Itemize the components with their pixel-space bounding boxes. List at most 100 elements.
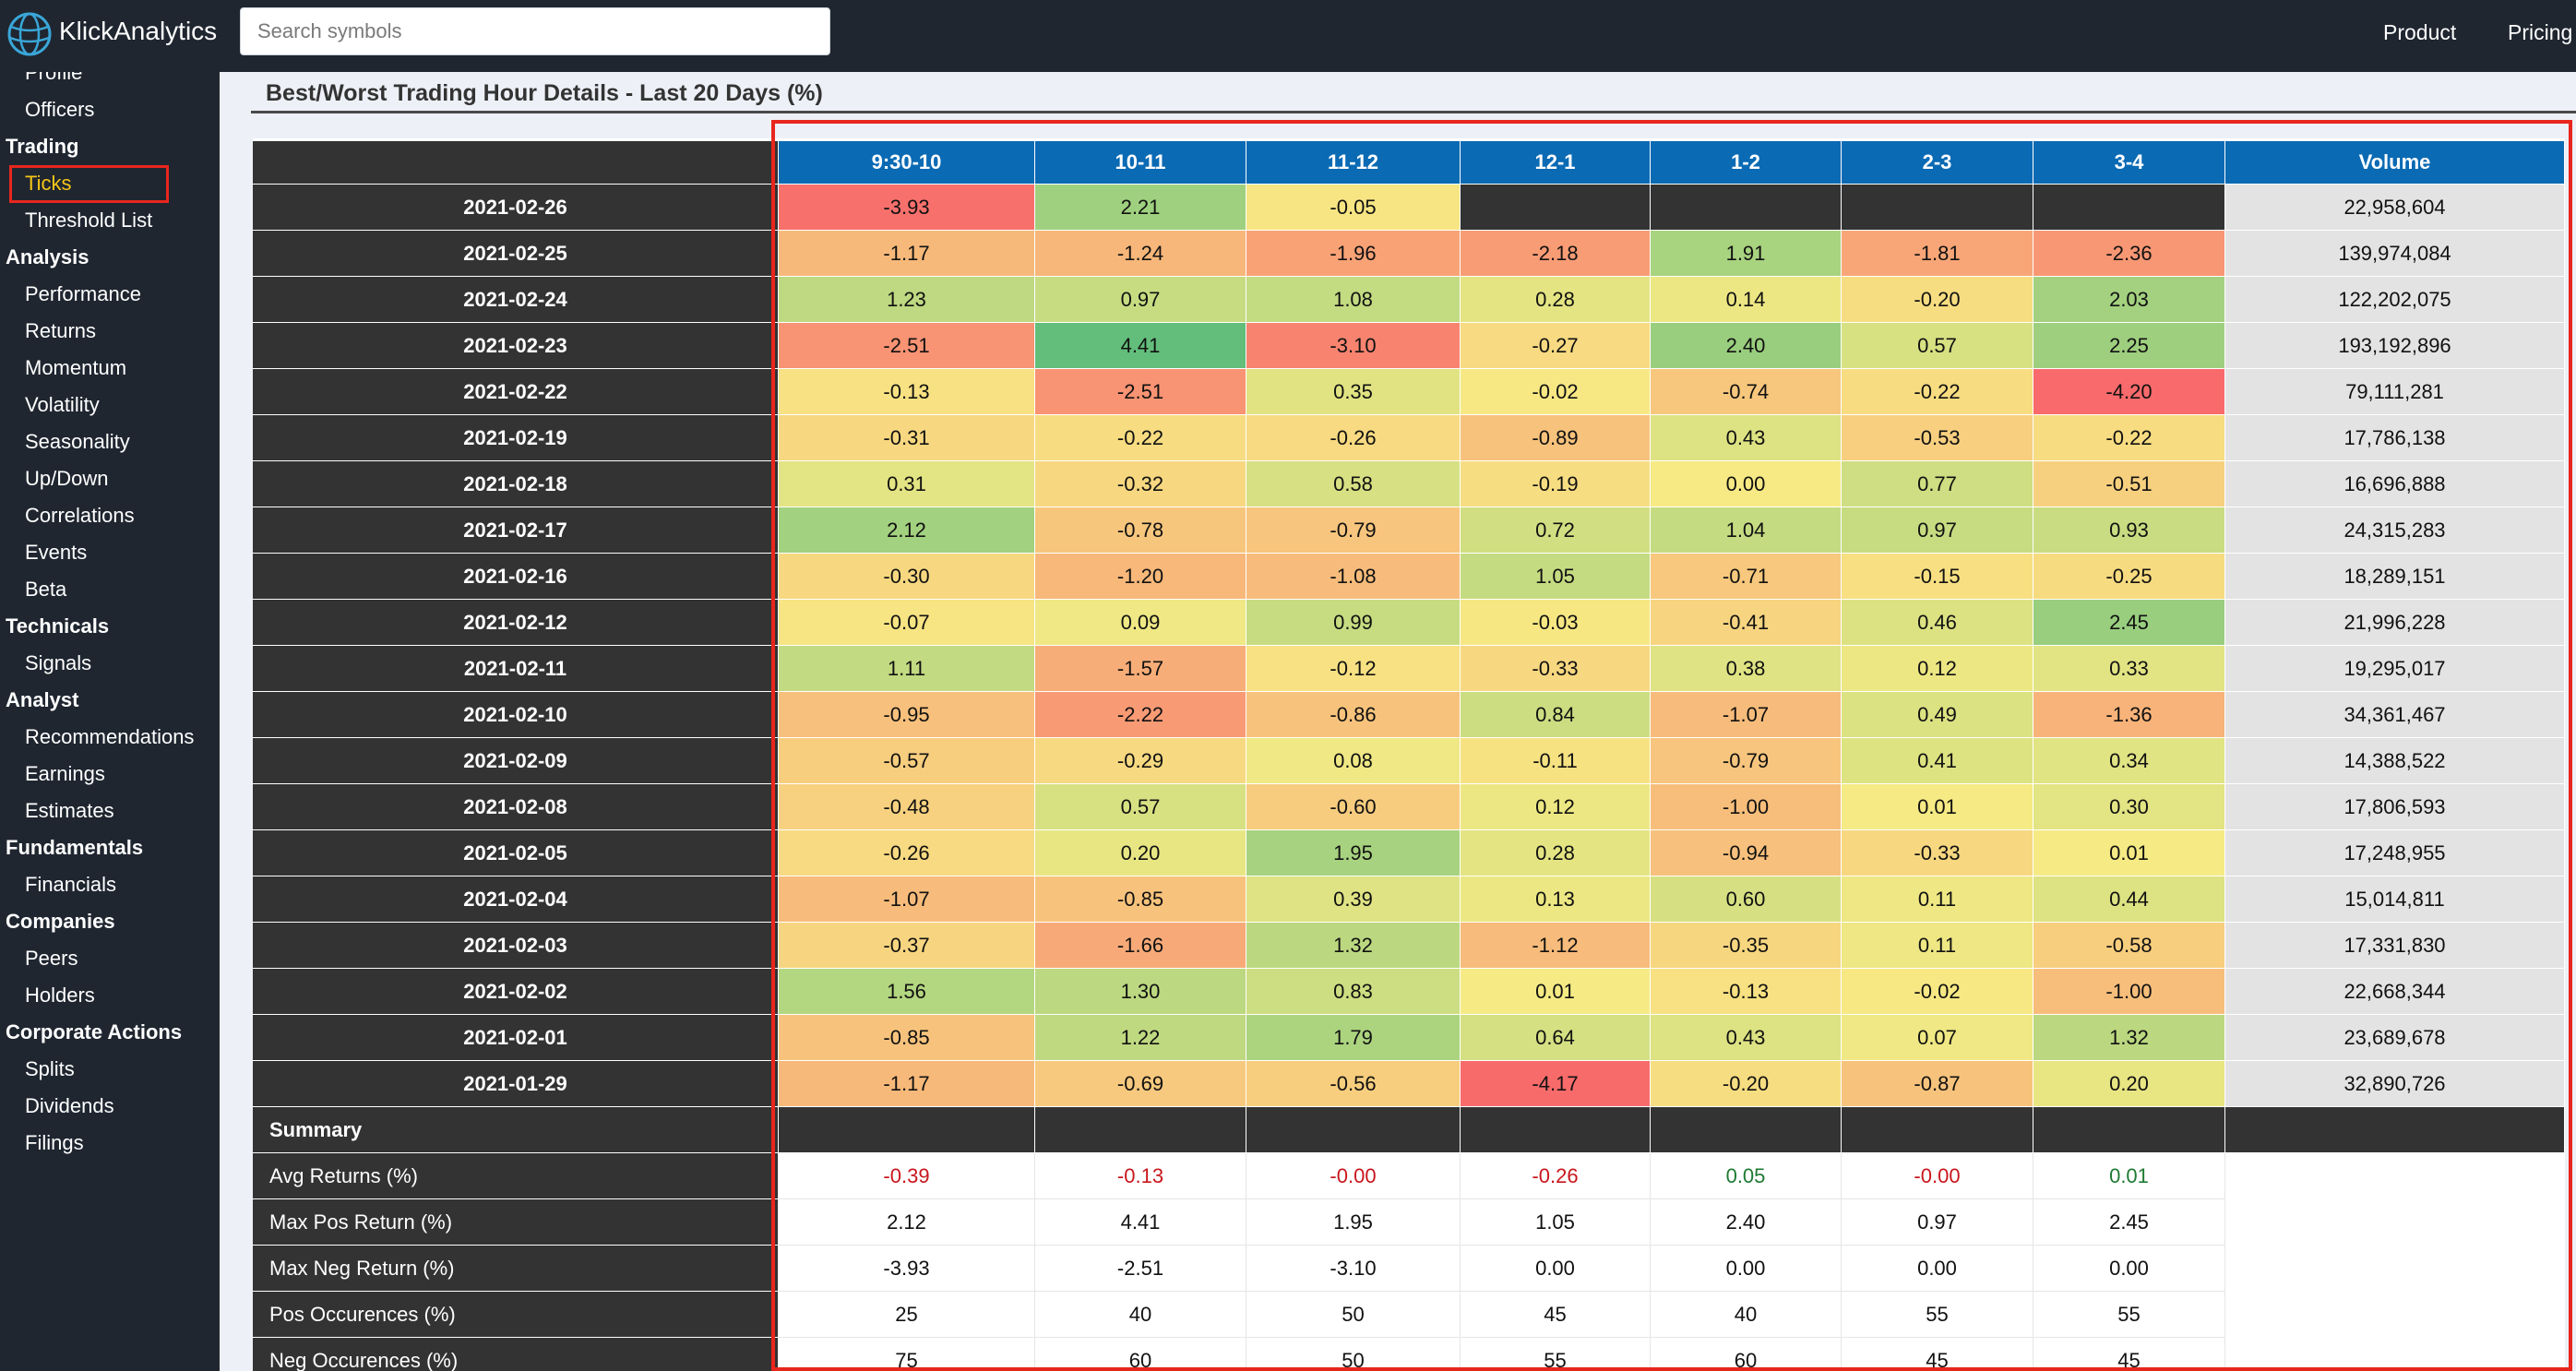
summary-value: 2.12 — [779, 1199, 1035, 1246]
return-cell: 0.84 — [1461, 692, 1651, 738]
nav-product-link[interactable]: Product — [2383, 20, 2457, 44]
globe-logo-icon[interactable] — [6, 10, 54, 58]
sidebar-item-threshold-list[interactable]: Threshold List — [25, 209, 153, 232]
row-date: 2021-02-19 — [253, 415, 779, 461]
column-header-12-1[interactable]: 12-1 — [1461, 138, 1651, 185]
column-header-11-12[interactable]: 11-12 — [1246, 138, 1461, 185]
sidebar-item-correlations[interactable]: Correlations — [25, 504, 135, 527]
brand-name[interactable]: KlickAnalytics — [59, 17, 218, 45]
sidebar-item-dividends[interactable]: Dividends — [25, 1094, 114, 1117]
return-cell: 1.79 — [1246, 1015, 1461, 1061]
return-cell: -0.33 — [1842, 830, 2033, 876]
sidebar-item-seasonality[interactable]: Seasonality — [25, 430, 130, 453]
return-cell: 0.11 — [1842, 923, 2033, 969]
sidebar-item-earnings[interactable]: Earnings — [25, 762, 105, 785]
row-date: 2021-02-03 — [253, 923, 779, 969]
summary-volume-blank — [2225, 1338, 2565, 1371]
column-header-1-2[interactable]: 1-2 — [1651, 138, 1842, 185]
return-cell: 2.21 — [1035, 185, 1246, 231]
sidebar-item-signals[interactable]: Signals — [25, 651, 92, 674]
column-header-2-3[interactable]: 2-3 — [1842, 138, 2033, 185]
summary-header: Summary — [253, 1107, 779, 1153]
row-date: 2021-02-08 — [253, 784, 779, 830]
return-cell: -0.48 — [779, 784, 1035, 830]
summary-value: 0.00 — [1461, 1246, 1651, 1292]
volume-cell: 17,331,830 — [2225, 923, 2565, 969]
summary-value: -0.39 — [779, 1153, 1035, 1199]
search-input[interactable] — [240, 7, 830, 55]
column-header-volume[interactable]: Volume — [2225, 138, 2565, 185]
sidebar-item-volatility[interactable]: Volatility — [25, 393, 100, 416]
return-cell: -0.22 — [1035, 415, 1246, 461]
sidebar-item-beta[interactable]: Beta — [25, 578, 67, 601]
sidebar-item-splits[interactable]: Splits — [25, 1057, 75, 1080]
return-cell: -0.71 — [1651, 554, 1842, 600]
return-cell: -0.35 — [1651, 923, 1842, 969]
return-cell: -0.19 — [1461, 461, 1651, 507]
summary-label: Pos Occurences (%) — [253, 1292, 779, 1338]
return-cell: 1.23 — [779, 277, 1035, 323]
column-header-10-11[interactable]: 10-11 — [1035, 138, 1246, 185]
return-cell: -0.22 — [2033, 415, 2225, 461]
row-date: 2021-01-29 — [253, 1061, 779, 1107]
return-cell: -1.17 — [779, 1061, 1035, 1107]
return-cell: 0.46 — [1842, 600, 2033, 646]
sidebar-item-profile[interactable]: Profile — [25, 72, 83, 84]
return-cell: 0.43 — [1651, 415, 1842, 461]
nav-pricing-link[interactable]: Pricing — [2508, 20, 2573, 44]
row-date: 2021-02-26 — [253, 185, 779, 231]
return-cell: 0.08 — [1246, 738, 1461, 784]
summary-value: 0.05 — [1651, 1153, 1842, 1199]
return-cell: 1.11 — [779, 646, 1035, 692]
sidebar-item-ticks[interactable]: Ticks — [25, 172, 72, 195]
sidebar-item-estimates[interactable]: Estimates — [25, 799, 114, 822]
sidebar-section-corporate-actions: Corporate Actions — [6, 1020, 183, 1043]
volume-cell: 15,014,811 — [2225, 876, 2565, 923]
return-cell: 1.04 — [1651, 507, 1842, 554]
return-cell: -0.25 — [2033, 554, 2225, 600]
return-cell: 0.93 — [2033, 507, 2225, 554]
row-date: 2021-02-18 — [253, 461, 779, 507]
volume-cell: 122,202,075 — [2225, 277, 2565, 323]
sidebar-item-recommendations[interactable]: Recommendations — [25, 725, 195, 748]
sidebar-item-officers[interactable]: Officers — [25, 98, 95, 121]
return-cell: -1.00 — [1651, 784, 1842, 830]
top-navbar: KlickAnalytics Product Pricing — [0, 0, 2576, 72]
sidebar-item-momentum[interactable]: Momentum — [25, 356, 127, 379]
summary-value: 40 — [1035, 1292, 1246, 1338]
sidebar-item-up-down[interactable]: Up/Down — [25, 467, 109, 490]
sidebar-item-events[interactable]: Events — [25, 541, 88, 564]
return-cell: 0.60 — [1651, 876, 1842, 923]
return-cell: 0.30 — [2033, 784, 2225, 830]
sidebar-item-performance[interactable]: Performance — [25, 282, 141, 305]
return-cell: 1.22 — [1035, 1015, 1246, 1061]
summary-label: Avg Returns (%) — [253, 1153, 779, 1199]
return-cell: 0.28 — [1461, 830, 1651, 876]
summary-value: 40 — [1651, 1292, 1842, 1338]
return-cell: 0.72 — [1461, 507, 1651, 554]
summary-value: 1.05 — [1461, 1199, 1651, 1246]
volume-cell: 16,696,888 — [2225, 461, 2565, 507]
volume-cell: 34,361,467 — [2225, 692, 2565, 738]
column-header-3-4[interactable]: 3-4 — [2033, 138, 2225, 185]
summary-value: 75 — [779, 1338, 1035, 1371]
return-cell: -0.03 — [1461, 600, 1651, 646]
sidebar-section-technicals: Technicals — [6, 614, 110, 638]
sidebar-item-financials[interactable]: Financials — [25, 873, 117, 896]
summary-value: 0.00 — [1842, 1246, 2033, 1292]
summary-header-fill — [2033, 1107, 2225, 1153]
return-cell: -0.60 — [1246, 784, 1461, 830]
row-date: 2021-02-10 — [253, 692, 779, 738]
return-cell: -0.94 — [1651, 830, 1842, 876]
return-cell: 0.20 — [1035, 830, 1246, 876]
summary-value: 55 — [2033, 1292, 2225, 1338]
volume-cell: 17,786,138 — [2225, 415, 2565, 461]
sidebar-nav: Profile Officers Trading Ticks Threshold Lis… — [0, 72, 220, 1371]
return-cell: 0.01 — [1842, 784, 2033, 830]
sidebar-item-holders[interactable]: Holders — [25, 984, 95, 1007]
column-header-9-30-10[interactable]: 9:30-10 — [779, 138, 1035, 185]
sidebar-item-filings[interactable]: Filings — [25, 1131, 84, 1154]
return-cell: -0.29 — [1035, 738, 1246, 784]
sidebar-item-peers[interactable]: Peers — [25, 947, 78, 970]
sidebar-item-returns[interactable]: Returns — [25, 319, 97, 342]
